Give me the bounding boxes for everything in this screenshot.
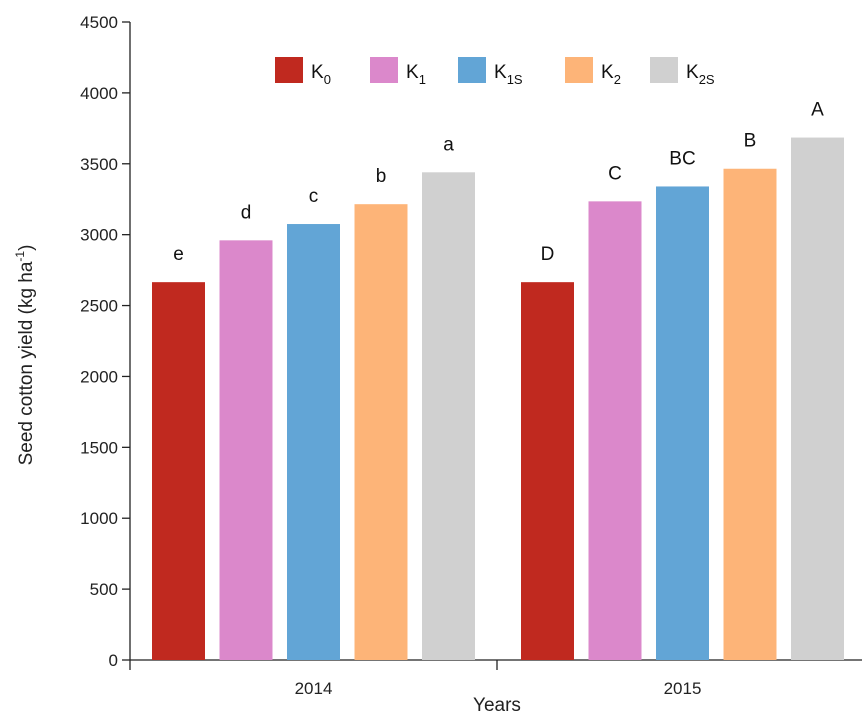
y-tick-label: 3000: [80, 226, 118, 245]
x-axis: 2014 2015: [129, 659, 862, 698]
legend-label: K2S: [686, 62, 715, 87]
legend-swatch: [370, 57, 398, 83]
x-tick-label: 2015: [664, 679, 702, 698]
legend-item-K1: K1: [370, 57, 426, 87]
legend-swatch: [565, 57, 593, 83]
bar-2014-K1S: [287, 224, 340, 661]
y-tick-label: 1500: [80, 438, 118, 457]
bar-2015-K2: [723, 168, 777, 661]
legend-item-K2: K2: [565, 57, 621, 87]
significance-label: D: [541, 244, 555, 265]
bar-2015-K2S: [791, 137, 844, 660]
legend-label-subscript: 2: [614, 72, 621, 87]
legend-label-main: K: [601, 62, 614, 83]
significance-label: C: [608, 163, 622, 184]
y-axis-title-text: Seed cotton yield (kg ha: [16, 261, 37, 465]
y-axis: 0 500 1000 1500 2000 2500 3000 3500 4000 4500: [80, 13, 131, 670]
legend-label-subscript: 1S: [507, 72, 523, 87]
x-tick-label: 2014: [295, 679, 333, 698]
significance-label: BC: [669, 148, 695, 169]
significance-label: d: [241, 202, 252, 223]
legend: K0 K1 K1S K2 K2S: [275, 57, 715, 87]
significance-label: e: [173, 244, 184, 265]
bar-2014-K2: [354, 204, 408, 660]
legend-label: K1: [406, 62, 426, 87]
legend-item-K1S: K1S: [458, 57, 523, 87]
y-tick-label: 3500: [80, 155, 118, 174]
legend-swatch: [650, 57, 678, 83]
y-tick-label: 1000: [80, 509, 118, 528]
significance-label: B: [744, 131, 757, 152]
bar-2015-K1: [588, 201, 642, 661]
legend-label: K0: [311, 62, 331, 87]
y-tick-label: 500: [90, 580, 118, 599]
legend-item-K0: K0: [275, 57, 331, 87]
significance-label: c: [309, 186, 319, 207]
y-tick-label: 4000: [80, 84, 118, 103]
y-axis-title-superscript: -1: [13, 251, 27, 262]
x-axis-title: Years: [473, 695, 521, 716]
legend-label-main: K: [406, 62, 419, 83]
legend-label-subscript: 1: [419, 72, 426, 87]
legend-label-main: K: [311, 62, 324, 83]
y-tick-label: 2500: [80, 297, 118, 316]
y-tick-label: 0: [109, 651, 118, 670]
significance-label: b: [376, 166, 387, 187]
y-axis-title-close: ): [16, 245, 37, 251]
bar-2014-K2S: [422, 172, 475, 661]
significance-label: a: [443, 134, 454, 155]
bar-2015-K0: [521, 282, 574, 660]
bar-2015-K1S: [656, 186, 709, 660]
legend-item-K2S: K2S: [650, 57, 715, 87]
legend-label: K2: [601, 62, 621, 87]
legend-label-subscript: 2S: [699, 72, 715, 87]
y-tick-label: 2000: [80, 367, 118, 386]
bars: [152, 137, 844, 661]
legend-label-subscript: 0: [324, 72, 331, 87]
legend-swatch: [458, 57, 486, 83]
legend-label: K1S: [494, 62, 523, 87]
bar-2014-K1: [219, 240, 273, 661]
legend-swatch: [275, 57, 303, 83]
significance-labels: e d c b a D C BC B A: [173, 100, 824, 266]
significance-label: A: [811, 100, 824, 121]
legend-label-main: K: [494, 62, 507, 83]
y-axis-title: Seed cotton yield (kg ha-1): [13, 245, 37, 466]
y-tick-label: 4500: [80, 13, 118, 32]
legend-label-main: K: [686, 62, 699, 83]
bar-2014-K0: [152, 282, 205, 660]
